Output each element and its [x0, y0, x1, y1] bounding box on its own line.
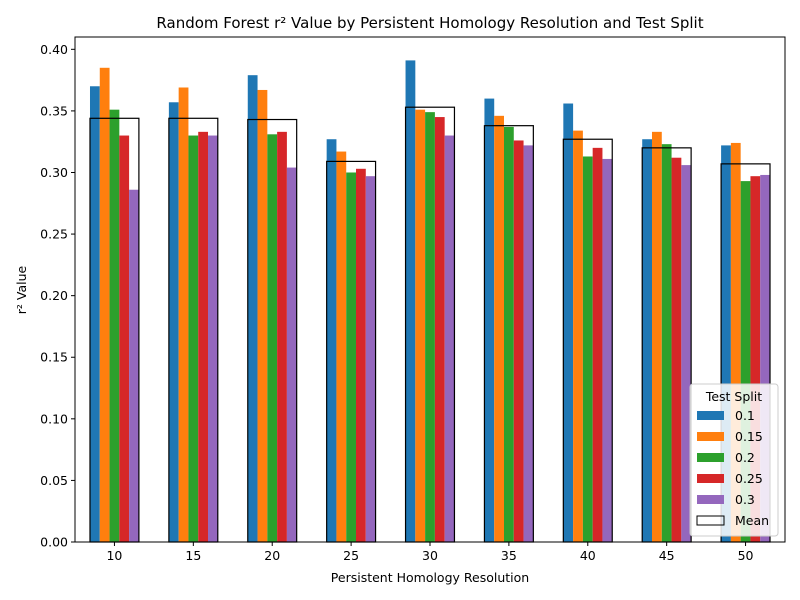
bar-15-split-0.3	[208, 135, 218, 542]
x-axis: 10 15 20 25 30 35 40 45 50	[106, 542, 754, 563]
bar-35-split-0.25	[513, 140, 524, 542]
bar-20-split-0.2	[267, 134, 278, 542]
legend-label-0.3: 0.3	[735, 492, 755, 507]
bar-45-split-0.25	[671, 157, 682, 542]
bar-45-split-0.3	[681, 165, 692, 542]
bar-45-split-0.15	[651, 131, 662, 542]
bar-25-split-0.2	[346, 172, 357, 543]
bar-10-split-0.3	[129, 189, 139, 543]
bar-30-split-0.1	[405, 60, 416, 543]
bar-35-split-0.3	[523, 145, 534, 542]
bar-20-split-0.25	[277, 131, 287, 542]
legend-swatch-Mean	[696, 515, 725, 526]
y-tick-label-0.30: 0.30	[40, 165, 68, 180]
y-tick-label-0.10: 0.10	[40, 411, 68, 426]
bar-15-split-0.15	[178, 87, 189, 542]
bar-40-split-0.1	[563, 103, 574, 542]
bar-10-split-0.2	[109, 109, 120, 543]
x-tick-label-45: 45	[659, 548, 675, 563]
bar-30-split-0.2	[425, 112, 435, 542]
bar-10-split-0.1	[89, 86, 100, 542]
x-tick-label-20: 20	[264, 548, 280, 563]
legend-swatch-0.25	[697, 474, 724, 483]
bar-25-split-0.25	[356, 168, 366, 543]
bar-30-split-0.15	[415, 109, 426, 543]
x-tick-label-15: 15	[185, 548, 201, 563]
bar-45-split-0.1	[642, 139, 652, 543]
bar-30-split-0.3	[444, 135, 455, 542]
y-tick-label-0.20: 0.20	[40, 288, 68, 303]
y-tick-label-0.15: 0.15	[40, 350, 68, 365]
bar-50-split-0.2	[740, 181, 751, 543]
bar-15-split-0.1	[168, 102, 179, 542]
bar-40-split-0.25	[592, 147, 603, 543]
y-tick-label-0.40: 0.40	[40, 42, 68, 57]
legend-label-0.1: 0.1	[735, 408, 755, 423]
y-tick-label-0.25: 0.25	[40, 227, 68, 242]
legend-swatch-0.15	[697, 432, 724, 441]
x-axis-label: Persistent Homology Resolution	[331, 570, 529, 585]
bars-layer	[89, 60, 771, 543]
legend-label-Mean: Mean	[735, 513, 769, 528]
bar-10-split-0.15	[99, 67, 110, 542]
bar-50-split-0.15	[730, 142, 741, 543]
x-tick-label-30: 30	[422, 548, 438, 563]
chart-title: Random Forest r² Value by Persistent Hom…	[156, 14, 703, 32]
y-tick-label-0.35: 0.35	[40, 103, 68, 118]
bar-15-split-0.2	[188, 135, 199, 542]
bar-30-split-0.25	[434, 117, 445, 542]
y-tick-label-0.05: 0.05	[40, 473, 68, 488]
bar-50-split-0.1	[721, 145, 731, 542]
y-axis: 0.00 0.05 0.10 0.15 0.20 0.25 0.30 0.35 0.40	[40, 42, 75, 550]
legend-label-0.25: 0.25	[735, 471, 763, 486]
bar-25-split-0.3	[365, 176, 376, 542]
bar-20-split-0.1	[247, 75, 258, 543]
bar-40-split-0.3	[602, 158, 613, 542]
x-tick-label-40: 40	[580, 548, 596, 563]
legend-swatch-0.3	[697, 495, 724, 504]
y-axis-label: r² Value	[14, 265, 29, 314]
bar-35-split-0.2	[503, 126, 514, 542]
legend: Test Split 0.1 0.15 0.2 0.25 0.3 Mean	[689, 383, 779, 537]
bar-25-split-0.15	[336, 151, 347, 543]
legend-swatch-0.2	[697, 453, 724, 462]
bar-40-split-0.15	[573, 130, 583, 543]
bar-25-split-0.1	[326, 139, 337, 543]
bar-35-split-0.15	[494, 115, 504, 542]
x-tick-label-10: 10	[106, 548, 122, 563]
x-tick-label-25: 25	[343, 548, 359, 563]
bar-20-split-0.3	[286, 167, 297, 542]
bar-20-split-0.15	[257, 89, 268, 543]
bar-50-split-0.25	[750, 176, 761, 542]
legend-swatch-0.1	[697, 411, 724, 420]
bar-10-split-0.25	[119, 135, 130, 542]
bar-50-split-0.3	[760, 174, 771, 542]
x-tick-label-50: 50	[738, 548, 754, 563]
bar-45-split-0.2	[661, 144, 672, 542]
x-tick-label-35: 35	[501, 548, 517, 563]
bar-15-split-0.25	[198, 131, 209, 542]
bar-40-split-0.2	[582, 156, 593, 542]
bar-35-split-0.1	[484, 98, 495, 543]
legend-label-0.15: 0.15	[735, 429, 763, 444]
y-tick-label-0.00: 0.00	[40, 535, 68, 550]
legend-label-0.2: 0.2	[735, 450, 755, 465]
legend-title: Test Split	[705, 389, 762, 404]
